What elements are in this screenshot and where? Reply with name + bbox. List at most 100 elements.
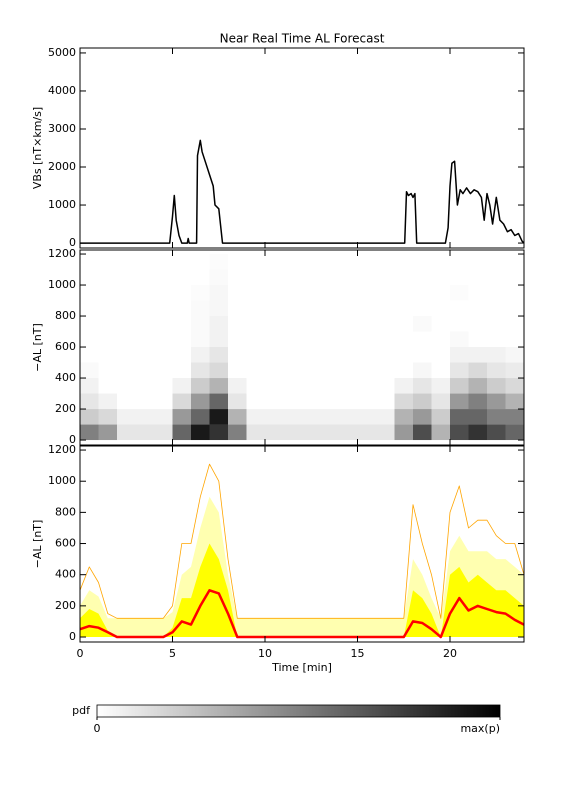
x-tick-label: 10 bbox=[258, 647, 272, 660]
heat-cell bbox=[357, 362, 376, 379]
heat-cell bbox=[283, 424, 302, 441]
heat-cell bbox=[246, 285, 265, 301]
heat-cell bbox=[172, 393, 191, 410]
heat-cell bbox=[302, 300, 321, 317]
heat-cell bbox=[487, 378, 506, 394]
heat-cell bbox=[117, 393, 136, 410]
heat-cell bbox=[413, 424, 432, 441]
heat-cell bbox=[431, 347, 450, 363]
heat-cell bbox=[487, 269, 506, 286]
heat-cell bbox=[228, 254, 247, 270]
y-tick-label: 400 bbox=[55, 371, 76, 384]
colorbar-tick-label: 0 bbox=[94, 722, 101, 735]
chart-title: Near Real Time AL Forecast bbox=[220, 32, 385, 46]
heat-cell bbox=[154, 285, 173, 301]
heat-cell bbox=[98, 285, 117, 301]
heat-cell bbox=[376, 424, 395, 441]
heat-cell bbox=[191, 285, 210, 301]
x-tick-label: 0 bbox=[77, 647, 84, 660]
heat-cell bbox=[154, 254, 173, 270]
heat-cell bbox=[191, 393, 210, 410]
heat-cell bbox=[228, 347, 247, 363]
heat-cell bbox=[265, 393, 284, 410]
heat-cell bbox=[376, 347, 395, 363]
heat-cell bbox=[98, 378, 117, 394]
heat-cell bbox=[265, 362, 284, 379]
data-line bbox=[80, 139, 525, 244]
heat-cell bbox=[450, 331, 469, 348]
heat-cell bbox=[487, 424, 506, 441]
y-tick-label: 800 bbox=[55, 505, 76, 518]
heat-cell bbox=[265, 347, 284, 363]
heat-cell bbox=[487, 393, 506, 410]
heat-cell bbox=[450, 393, 469, 410]
y-tick-label: 2000 bbox=[48, 160, 76, 173]
heat-cell bbox=[431, 362, 450, 379]
heat-cell bbox=[246, 393, 265, 410]
heat-cell bbox=[98, 424, 117, 441]
heat-cell bbox=[394, 424, 413, 441]
heat-cell bbox=[394, 269, 413, 286]
heat-cell bbox=[135, 300, 154, 317]
heat-cell bbox=[450, 316, 469, 332]
heat-cell bbox=[376, 378, 395, 394]
heat-cell bbox=[339, 316, 358, 332]
heat-cell bbox=[265, 424, 284, 441]
y-tick-label: 5000 bbox=[48, 46, 76, 59]
heat-cell bbox=[320, 331, 339, 348]
heat-cell bbox=[468, 300, 487, 317]
heat-cell bbox=[431, 300, 450, 317]
heat-cell bbox=[154, 316, 173, 332]
heat-cell bbox=[505, 285, 524, 301]
heat-cell bbox=[265, 254, 284, 270]
heat-cell bbox=[505, 269, 524, 286]
y-tick-label: 600 bbox=[55, 537, 76, 550]
heat-cell bbox=[246, 269, 265, 286]
heat-cell bbox=[172, 285, 191, 301]
heat-cell bbox=[172, 254, 191, 270]
heat-cell bbox=[505, 378, 524, 394]
heat-cell bbox=[487, 347, 506, 363]
heat-cell bbox=[468, 424, 487, 441]
heat-cell bbox=[376, 331, 395, 348]
heat-cell bbox=[339, 424, 358, 441]
heat-cell bbox=[228, 331, 247, 348]
heat-cell bbox=[376, 269, 395, 286]
heat-cell bbox=[135, 269, 154, 286]
heat-cell bbox=[172, 316, 191, 332]
heat-cell bbox=[191, 347, 210, 363]
heat-cell bbox=[431, 409, 450, 425]
x-tick-label: 20 bbox=[443, 647, 457, 660]
heat-cell bbox=[98, 362, 117, 379]
heat-cell bbox=[283, 269, 302, 286]
heat-cell bbox=[505, 316, 524, 332]
heat-cell bbox=[468, 254, 487, 270]
y-tick-label: 0 bbox=[69, 630, 76, 643]
heat-cell bbox=[246, 409, 265, 425]
heat-cell bbox=[191, 409, 210, 425]
heat-cell bbox=[135, 316, 154, 332]
heat-cell bbox=[376, 409, 395, 425]
heat-cell bbox=[431, 331, 450, 348]
colorbar bbox=[96, 704, 501, 718]
heat-cell bbox=[487, 362, 506, 379]
heat-cell bbox=[431, 393, 450, 410]
heat-cell bbox=[265, 269, 284, 286]
heat-cell bbox=[487, 316, 506, 332]
heat-cell bbox=[431, 316, 450, 332]
heat-cell bbox=[154, 331, 173, 348]
heat-cell bbox=[376, 254, 395, 270]
heat-cell bbox=[154, 378, 173, 394]
heat-cell bbox=[228, 393, 247, 410]
y-tick-label: 800 bbox=[55, 309, 76, 322]
heat-cell bbox=[209, 409, 228, 425]
heat-cell bbox=[80, 285, 99, 301]
heat-cell bbox=[98, 316, 117, 332]
heat-cell bbox=[468, 362, 487, 379]
heat-cell bbox=[172, 300, 191, 317]
y-tick-label: 1000 bbox=[48, 278, 76, 291]
heat-cell bbox=[505, 424, 524, 441]
heat-cell bbox=[246, 347, 265, 363]
heat-cell bbox=[450, 378, 469, 394]
